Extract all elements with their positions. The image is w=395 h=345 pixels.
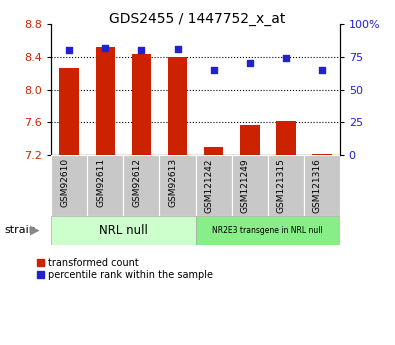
Text: GSM121316: GSM121316 (313, 158, 322, 213)
Bar (276, 121, 295, 155)
Text: NR2E3 transgene in NRL null: NR2E3 transgene in NRL null (212, 226, 323, 235)
Point (174, 46, 181, 52)
Text: GSM92612: GSM92612 (132, 158, 141, 207)
Point (138, 48, 145, 53)
Bar (267, 155, 304, 216)
Text: GSM92611: GSM92611 (96, 158, 105, 207)
Bar (60, 68, 79, 155)
Bar (240, 125, 260, 155)
Bar (204, 147, 224, 155)
Text: NRL null: NRL null (99, 224, 148, 237)
Point (211, 67, 217, 73)
Bar (51, 155, 87, 216)
Text: strain: strain (4, 225, 36, 235)
Text: GSM92610: GSM92610 (60, 158, 70, 207)
Point (246, 61, 253, 66)
Text: GSM121242: GSM121242 (205, 158, 214, 213)
Point (318, 67, 325, 73)
Bar (132, 55, 151, 155)
Bar (96, 47, 115, 155)
Bar (51, 216, 196, 245)
Bar (196, 216, 340, 245)
Bar (196, 155, 231, 216)
Bar (167, 57, 187, 155)
Text: GSM121249: GSM121249 (241, 158, 250, 213)
Bar (312, 154, 331, 155)
Text: GSM121315: GSM121315 (276, 158, 286, 213)
Bar (123, 155, 160, 216)
Bar (160, 155, 196, 216)
Text: GSM92613: GSM92613 (169, 158, 177, 207)
Point (66, 48, 73, 53)
Bar (304, 155, 340, 216)
Point (282, 56, 289, 61)
Bar (87, 155, 123, 216)
Point (102, 45, 109, 50)
Text: ▶: ▶ (30, 224, 39, 237)
Bar (231, 155, 267, 216)
Text: GDS2455 / 1447752_x_at: GDS2455 / 1447752_x_at (109, 12, 286, 26)
Legend: transformed count, percentile rank within the sample: transformed count, percentile rank withi… (36, 257, 214, 280)
